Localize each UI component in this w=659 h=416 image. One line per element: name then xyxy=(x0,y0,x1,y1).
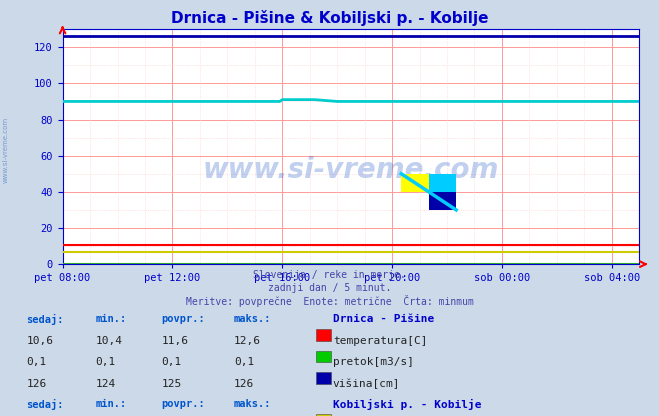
Text: 126: 126 xyxy=(234,379,254,389)
Text: povpr.:: povpr.: xyxy=(161,314,205,324)
Text: 11,6: 11,6 xyxy=(161,336,188,346)
Text: min.:: min.: xyxy=(96,314,127,324)
Text: Drnica - Pišine & Kobiljski p. - Kobilje: Drnica - Pišine & Kobiljski p. - Kobilje xyxy=(171,10,488,26)
Text: 10,4: 10,4 xyxy=(96,336,123,346)
Text: 125: 125 xyxy=(161,379,182,389)
Text: maks.:: maks.: xyxy=(234,399,272,409)
Text: 0,1: 0,1 xyxy=(96,357,116,367)
Text: 12,6: 12,6 xyxy=(234,336,261,346)
Bar xyxy=(429,174,456,192)
Bar xyxy=(401,174,429,192)
Text: višina[cm]: višina[cm] xyxy=(333,379,400,389)
Text: 126: 126 xyxy=(26,379,47,389)
Text: 10,6: 10,6 xyxy=(26,336,53,346)
Text: Meritve: povprečne  Enote: metrične  Črta: minmum: Meritve: povprečne Enote: metrične Črta:… xyxy=(186,295,473,307)
Text: Drnica - Pišine: Drnica - Pišine xyxy=(333,314,434,324)
Text: sedaj:: sedaj: xyxy=(26,314,64,325)
Text: temperatura[C]: temperatura[C] xyxy=(333,336,427,346)
Text: 124: 124 xyxy=(96,379,116,389)
Text: maks.:: maks.: xyxy=(234,314,272,324)
Text: pretok[m3/s]: pretok[m3/s] xyxy=(333,357,414,367)
Text: Kobiljski p. - Kobilje: Kobiljski p. - Kobilje xyxy=(333,399,481,411)
Text: www.si-vreme.com: www.si-vreme.com xyxy=(2,117,9,183)
Text: sedaj:: sedaj: xyxy=(26,399,64,411)
Text: Slovenija / reke in morje.: Slovenija / reke in morje. xyxy=(253,270,406,280)
Text: 0,1: 0,1 xyxy=(26,357,47,367)
Text: min.:: min.: xyxy=(96,399,127,409)
Text: www.si-vreme.com: www.si-vreme.com xyxy=(203,156,499,184)
Text: povpr.:: povpr.: xyxy=(161,399,205,409)
Text: zadnji dan / 5 minut.: zadnji dan / 5 minut. xyxy=(268,283,391,293)
Bar xyxy=(429,192,456,210)
Text: 0,1: 0,1 xyxy=(161,357,182,367)
Text: 0,1: 0,1 xyxy=(234,357,254,367)
